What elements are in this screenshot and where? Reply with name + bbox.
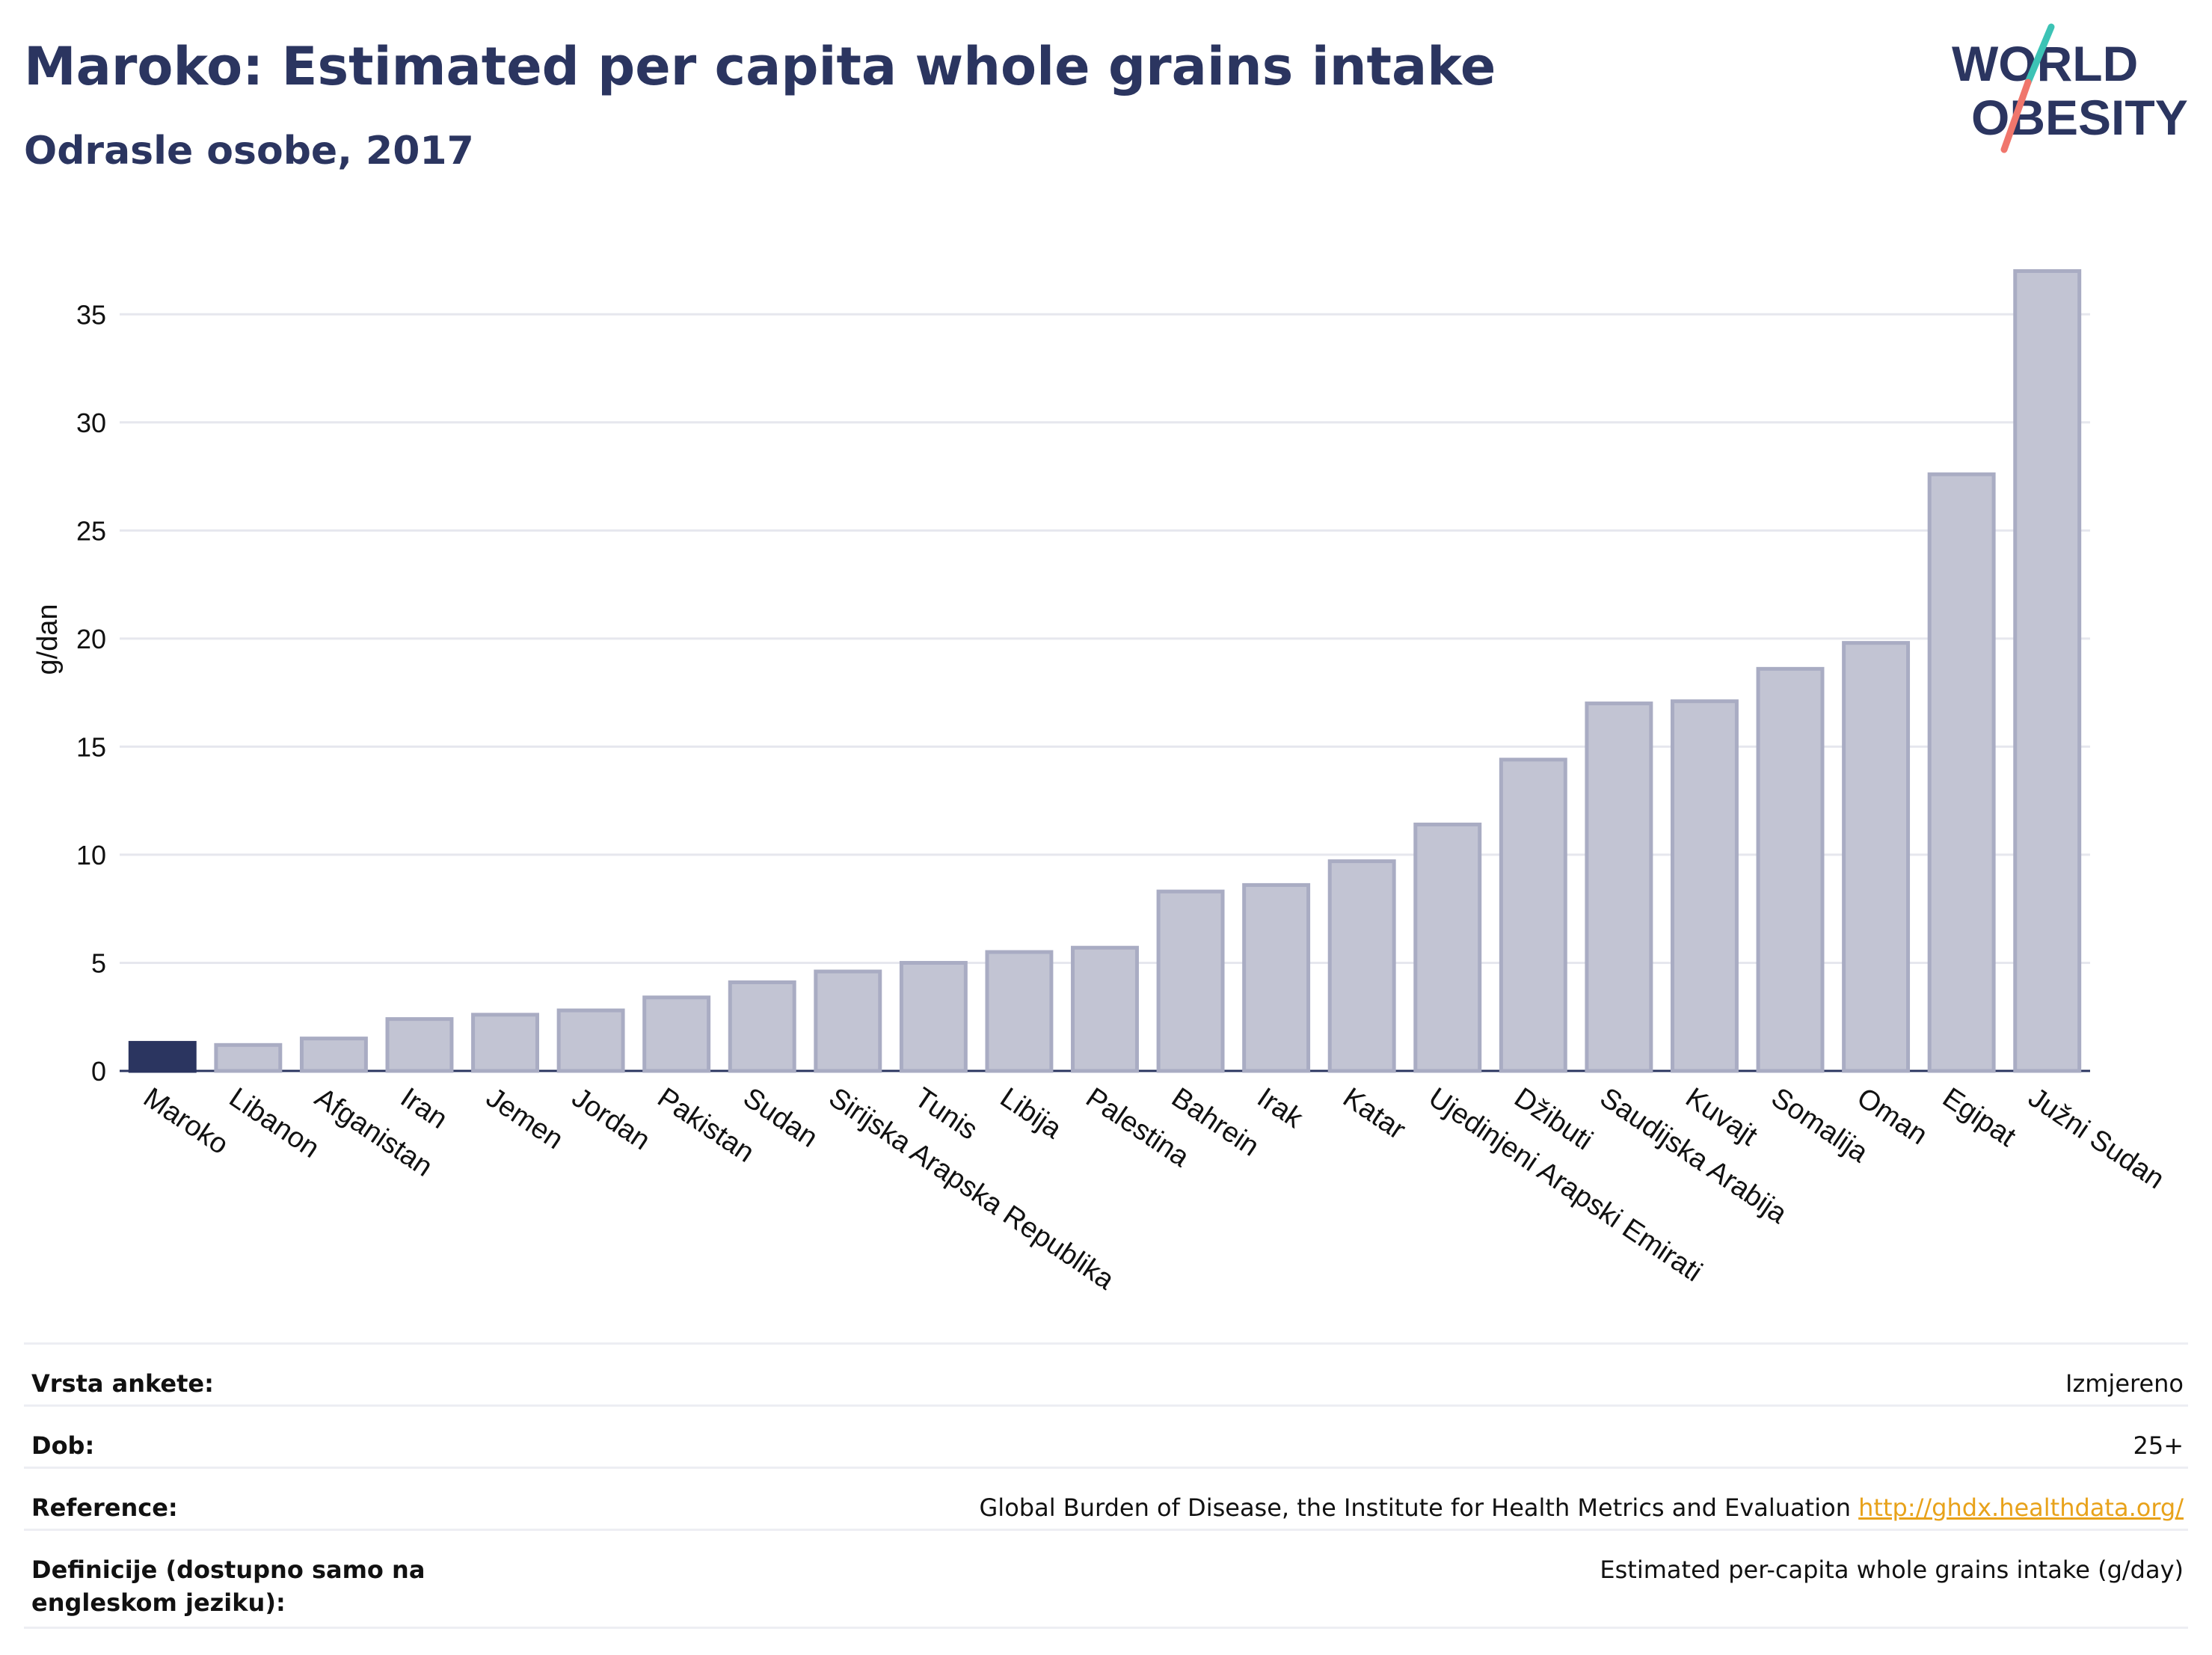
info-row-age: Dob: 25+	[24, 1404, 2188, 1467]
bar-ju-ni-sudan	[2013, 268, 2082, 1073]
y-axis-label: g/dan	[32, 604, 64, 675]
x-tick-label: Somalija	[1766, 1082, 1874, 1170]
bar-libanon	[214, 1043, 283, 1073]
x-tick-label: Južni Sudan	[2023, 1082, 2170, 1196]
chart-subtitle: Odrasle osobe, 2017	[24, 129, 474, 174]
bar-ujedinjeni-arapski-emirati	[1413, 822, 1482, 1073]
y-tick-label: 20	[76, 624, 106, 654]
bar-oman	[1842, 641, 1911, 1073]
bars	[128, 268, 2082, 1073]
info-row-definitions: Definicije (dostupno samo na engleskom j…	[24, 1529, 2188, 1629]
x-tick-label: Pakistan	[652, 1082, 760, 1169]
x-tick-label: Katar	[1337, 1082, 1411, 1146]
y-tick-label: 25	[76, 515, 106, 546]
y-tick-label: 0	[91, 1056, 106, 1087]
bar-egipat	[1927, 472, 1996, 1073]
reference-text: Global Burden of Disease, the Institute …	[979, 1493, 1851, 1522]
info-value: 25+	[2133, 1431, 2184, 1460]
bar-palestina	[1071, 945, 1139, 1073]
bar-saudijska-arabija	[1585, 701, 1653, 1073]
info-value-group: Global Burden of Disease, the Institute …	[980, 1491, 2184, 1524]
chart-title: Maroko: Estimated per capita whole grain…	[24, 36, 1496, 97]
x-tick-label: Egipat	[1937, 1082, 2021, 1153]
logo-slash-teal	[2024, 23, 2055, 86]
bar-libija	[985, 950, 1054, 1073]
logo-slash-coral	[2000, 79, 2032, 153]
bar-sudan	[728, 980, 796, 1073]
bar-d-ibuti	[1499, 758, 1567, 1073]
x-tick-label: Libanon	[224, 1082, 325, 1164]
y-tick-label: 5	[91, 948, 106, 978]
bar-somalija	[1756, 666, 1825, 1073]
x-tick-label: Irak	[1252, 1082, 1309, 1135]
bar-jemen	[471, 1013, 540, 1073]
x-tick-label: Maroko	[138, 1082, 234, 1161]
info-label: Dob:	[31, 1431, 95, 1460]
y-tick-label: 35	[76, 299, 106, 330]
info-label: Vrsta ankete:	[31, 1369, 214, 1398]
bar-afganistan	[299, 1037, 368, 1073]
bar-irak	[1242, 882, 1311, 1073]
x-tick-label: Iran	[395, 1082, 453, 1135]
info-row-survey-type: Vrsta ankete: Izmjereno	[24, 1342, 2188, 1404]
y-tick-label: 30	[76, 408, 106, 438]
reference-link[interactable]: http://ghdx.healthdata.org/	[1858, 1493, 2184, 1522]
bar-bahrein	[1156, 889, 1225, 1073]
x-tick-label: Jemen	[481, 1082, 569, 1156]
bar-maroko	[128, 1040, 197, 1073]
y-axis-ticks: 0 5 10 15 20 25 30 35	[76, 299, 106, 1087]
info-label: Reference:	[31, 1493, 178, 1522]
info-value: Estimated per-capita whole grains intake…	[1600, 1556, 2184, 1584]
bar-jordan	[556, 1008, 625, 1073]
bar-iran	[385, 1017, 454, 1073]
bar-pakistan	[642, 995, 711, 1073]
bar-kuvajt	[1670, 699, 1739, 1073]
bar-katar	[1327, 859, 1396, 1073]
info-value: Izmjereno	[2065, 1369, 2184, 1398]
x-tick-label: Libija	[995, 1082, 1068, 1146]
info-row-reference: Reference: Global Burden of Disease, the…	[24, 1467, 2188, 1529]
info-table: Vrsta ankete: Izmjereno Dob: 25+ Referen…	[24, 1342, 2188, 1629]
bar-tunis	[899, 960, 968, 1073]
logo-text-obesity: OBESITY	[1971, 90, 2188, 145]
x-tick-label: Jordan	[566, 1082, 656, 1157]
info-label: Definicije (dostupno samo na engleskom j…	[31, 1556, 425, 1617]
bar-sirijska-arapska-republika	[814, 969, 882, 1073]
y-tick-label: 15	[76, 731, 106, 762]
y-tick-label: 10	[76, 840, 106, 871]
world-obesity-logo: WORLD OBESITY	[1952, 23, 2188, 153]
